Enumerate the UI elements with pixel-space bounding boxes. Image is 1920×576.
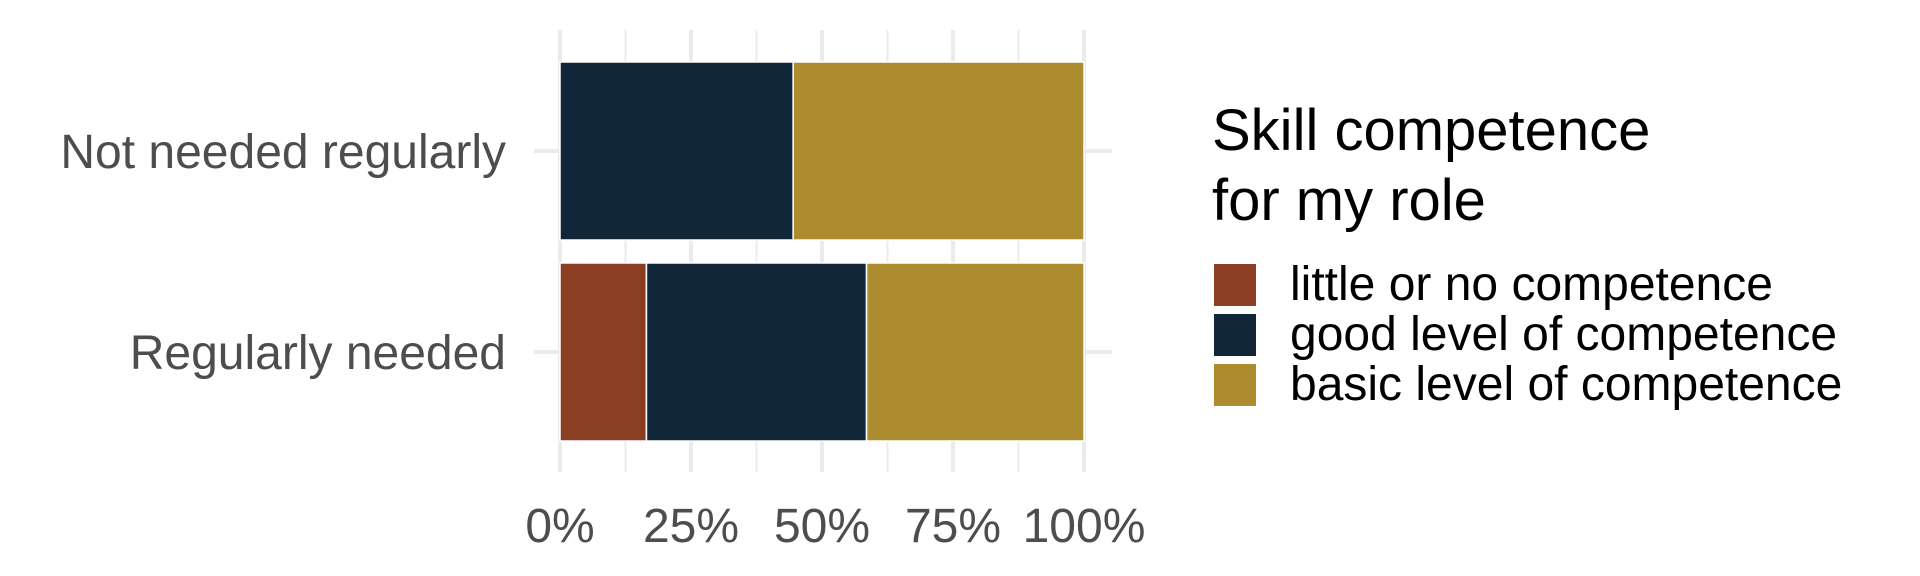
legend-label: basic level of competence (1290, 358, 1842, 411)
legend-key (1214, 314, 1256, 356)
legend: Skill competence for my role little or n… (1212, 98, 1842, 411)
bar-segment (645, 262, 868, 442)
axes: Not needed regularly Regularly needed 0% 25… (60, 126, 1145, 553)
x-tick-label: 100% (1023, 500, 1146, 553)
legend-key (1214, 264, 1256, 306)
legend-key (1214, 364, 1256, 406)
bar-segment (559, 262, 648, 442)
x-tick-label: 75% (905, 500, 1001, 553)
x-tick-label: 25% (643, 500, 739, 553)
legend-label: good level of competence (1290, 308, 1837, 361)
bar-segment (792, 61, 1085, 241)
category-label: Regularly needed (130, 327, 506, 380)
legend-title-line-2: for my role (1212, 168, 1486, 233)
x-tick-label: 0% (525, 500, 594, 553)
bar-segment (865, 262, 1085, 442)
bars (559, 61, 1085, 442)
category-label: Not needed regularly (60, 126, 506, 179)
bar-segment (559, 61, 794, 241)
legend-title-line-1: Skill competence (1212, 98, 1650, 163)
legend-label: little or no competence (1290, 258, 1773, 311)
x-tick-label: 50% (774, 500, 870, 553)
